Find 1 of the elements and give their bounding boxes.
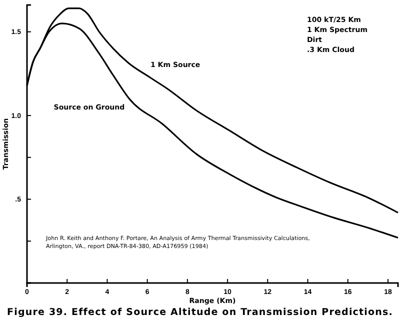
text: Figure 39. Effect of Source Altitude on Transmission Predictions. [7, 307, 393, 318]
